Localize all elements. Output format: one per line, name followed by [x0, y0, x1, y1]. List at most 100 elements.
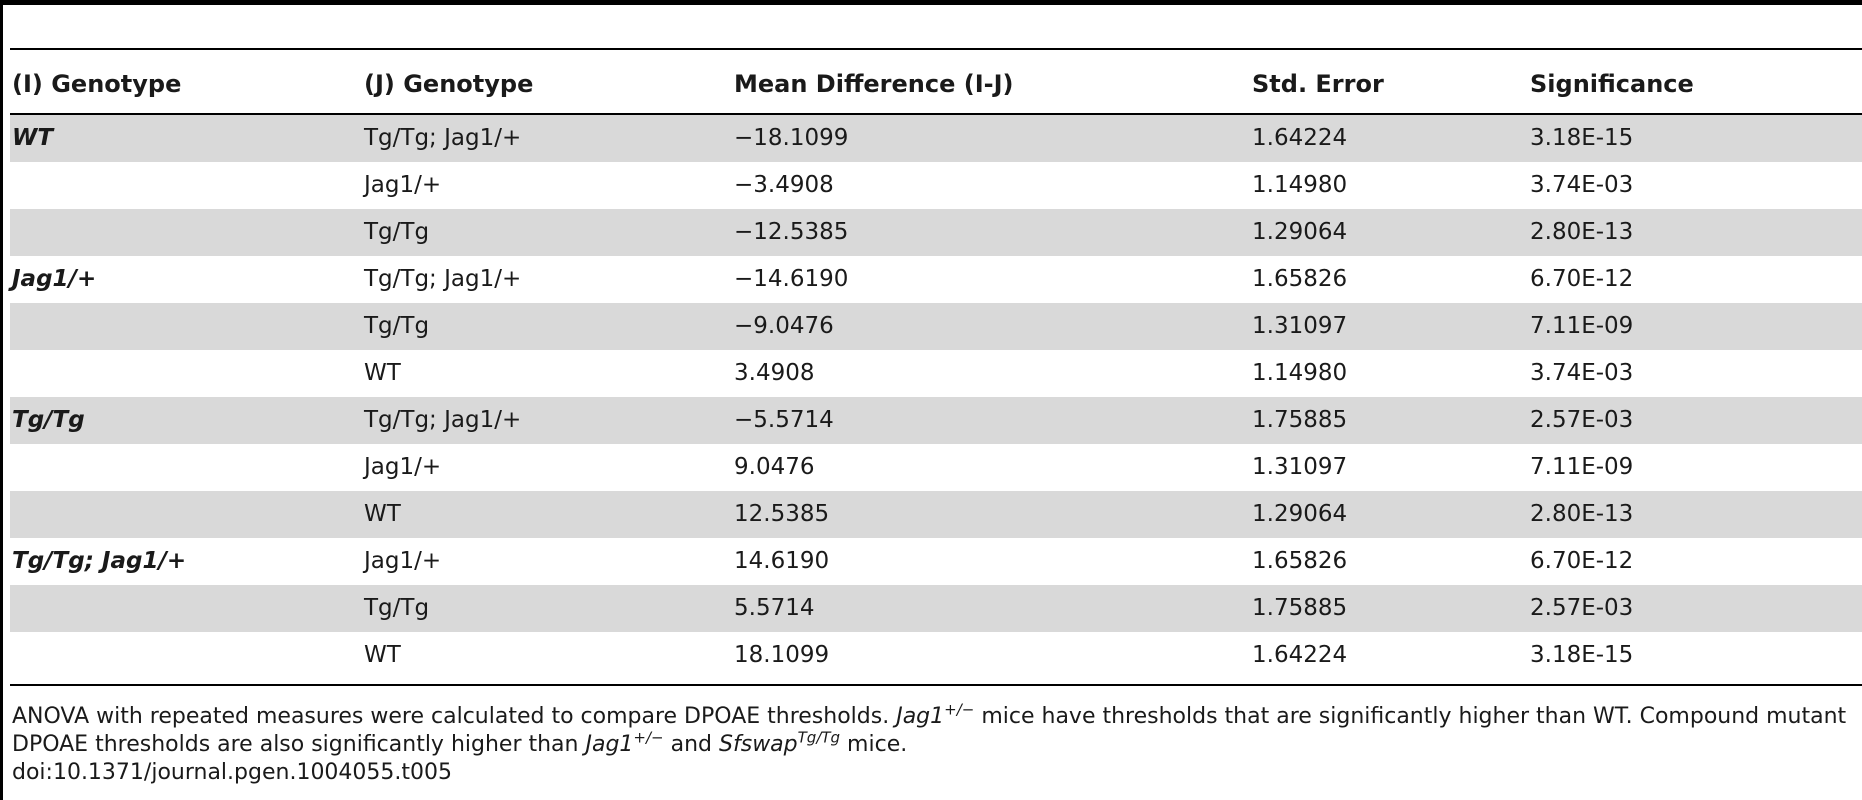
table-row: Jag1/+ Tg/Tg; Jag1/+ −14.6190 1.65826 6.70E-… [10, 256, 1862, 303]
footnote-text: mice. [840, 732, 908, 757]
cell-significance: 7.11E-09 [1530, 303, 1862, 350]
cell-i-genotype: Tg/Tg; Jag1/+ [12, 548, 187, 574]
cell-mean-difference: 9.0476 [734, 454, 815, 480]
cell-std-error: 1.64224 [1252, 642, 1348, 668]
table-row: Tg/Tg −9.0476 1.31097 7.11E-09 [10, 303, 1862, 350]
genotype-superscript: Tg/Tg [797, 728, 841, 747]
cell-j-genotype: Tg/Tg; Jag1/+ [364, 397, 734, 444]
table-header: (I) Genotype (J) Genotype Mean Differenc… [10, 50, 1862, 113]
cell-significance: 3.18E-15 [1530, 115, 1862, 162]
cell-j-genotype: Jag1/+ [364, 172, 442, 198]
header-j-genotype: (J) Genotype [364, 70, 534, 98]
table-row: Jag1/+ 9.0476 1.31097 7.11E-09 [10, 444, 1862, 491]
cell-mean-difference: −3.4908 [734, 172, 834, 198]
comparison-table: WT Tg/Tg; Jag1/+ −18.1099 1.64224 3.18E-15 Ja… [10, 115, 1862, 679]
cell-significance: 3.74E-03 [1530, 360, 1634, 386]
cell-significance: 2.57E-03 [1530, 585, 1862, 632]
footnote-line-2: DPOAE thresholds are also significantly … [12, 728, 1862, 759]
cell-significance: 2.80E-13 [1530, 491, 1862, 538]
gene-name: Jag1 [896, 704, 945, 729]
cell-std-error: 1.14980 [1252, 172, 1348, 198]
table-row: WT Tg/Tg; Jag1/+ −18.1099 1.64224 3.18E-15 [10, 115, 1862, 162]
cell-j-genotype: WT [364, 360, 401, 386]
cell-mean-difference: 12.5385 [734, 491, 1252, 538]
cell-j-genotype: Tg/Tg [364, 303, 734, 350]
header-std-error: Std. Error [1252, 70, 1384, 98]
table-row: WT 18.1099 1.64224 3.18E-15 [10, 632, 1862, 679]
footnote-text: and [663, 732, 720, 757]
footnote-text: ANOVA with repeated measures were calcul… [12, 704, 897, 729]
table-body: WT Tg/Tg; Jag1/+ −18.1099 1.64224 3.18E-15 Ja… [10, 115, 1862, 679]
cell-mean-difference: −9.0476 [734, 303, 1252, 350]
cell-std-error: 1.75885 [1252, 585, 1530, 632]
table-row: Tg/Tg; Jag1/+ Jag1/+ 14.6190 1.65826 6.70E-1… [10, 538, 1862, 585]
table-row: Tg/Tg Tg/Tg; Jag1/+ −5.5714 1.75885 2.57E-03 [10, 397, 1862, 444]
cell-mean-difference: −12.5385 [734, 209, 1252, 256]
page-left-edge [0, 0, 3, 800]
cell-std-error: 1.31097 [1252, 454, 1348, 480]
table-row: Tg/Tg 5.5714 1.75885 2.57E-03 [10, 585, 1862, 632]
cell-significance: 6.70E-12 [1530, 266, 1634, 292]
cell-i-genotype [10, 491, 364, 538]
gene-name: Sfswap [719, 732, 798, 757]
cell-j-genotype: Jag1/+ [364, 548, 442, 574]
doi: doi:10.1371/journal.pgen.1004055.t005 [12, 760, 453, 785]
cell-i-genotype [10, 585, 364, 632]
cell-std-error: 1.75885 [1252, 397, 1530, 444]
table-footnote: ANOVA with repeated measures were calcul… [12, 700, 1862, 787]
cell-j-genotype: WT [364, 491, 734, 538]
cell-i-genotype [10, 209, 364, 256]
cell-std-error: 1.14980 [1252, 360, 1348, 386]
cell-std-error: 1.31097 [1252, 303, 1530, 350]
cell-i-genotype [10, 444, 364, 491]
cell-j-genotype: Jag1/+ [364, 454, 442, 480]
cell-significance: 3.74E-03 [1530, 172, 1634, 198]
cell-significance: 7.11E-09 [1530, 454, 1634, 480]
table-top-rule [0, 0, 1862, 5]
cell-mean-difference: 3.4908 [734, 360, 815, 386]
cell-j-genotype: Tg/Tg [364, 585, 734, 632]
cell-std-error: 1.29064 [1252, 209, 1530, 256]
cell-std-error: 1.64224 [1252, 115, 1530, 162]
cell-mean-difference: 18.1099 [734, 642, 830, 668]
header-bottom-rule [10, 113, 1862, 115]
genotype-superscript: +/− [633, 728, 664, 747]
genotype-superscript: +/− [944, 700, 975, 719]
table-row: Jag1/+ −3.4908 1.14980 3.74E-03 [10, 162, 1862, 209]
cell-i-genotype: Jag1/+ [12, 266, 97, 292]
table-row: WT 12.5385 1.29064 2.80E-13 [10, 491, 1862, 538]
cell-j-genotype: Tg/Tg [364, 209, 734, 256]
header-mean-difference: Mean Difference (I-J) [734, 70, 1014, 98]
cell-std-error: 1.29064 [1252, 491, 1530, 538]
cell-j-genotype: Tg/Tg; Jag1/+ [364, 115, 734, 162]
cell-i-genotype [10, 350, 364, 397]
cell-mean-difference: −18.1099 [734, 115, 1252, 162]
cell-significance: 2.57E-03 [1530, 397, 1862, 444]
header-i-genotype: (I) Genotype [12, 70, 182, 98]
cell-mean-difference: 5.5714 [734, 585, 1252, 632]
cell-std-error: 1.65826 [1252, 266, 1348, 292]
cell-mean-difference: 14.6190 [734, 548, 830, 574]
footnote-text: DPOAE thresholds are also significantly … [12, 732, 586, 757]
cell-significance: 3.18E-15 [1530, 642, 1634, 668]
gene-name: Jag1 [585, 732, 634, 757]
cell-j-genotype: WT [364, 642, 401, 668]
cell-i-genotype: WT [10, 115, 364, 162]
cell-i-genotype [10, 162, 364, 209]
table-bottom-rule [10, 684, 1862, 686]
cell-std-error: 1.65826 [1252, 548, 1348, 574]
header-significance: Significance [1530, 70, 1694, 98]
cell-significance: 2.80E-13 [1530, 209, 1862, 256]
table-row: Tg/Tg −12.5385 1.29064 2.80E-13 [10, 209, 1862, 256]
cell-i-genotype [10, 632, 364, 679]
cell-mean-difference: −14.6190 [734, 266, 849, 292]
cell-mean-difference: −5.5714 [734, 397, 1252, 444]
cell-i-genotype [10, 303, 364, 350]
cell-j-genotype: Tg/Tg; Jag1/+ [364, 266, 522, 292]
cell-i-genotype: Tg/Tg [10, 397, 364, 444]
header-top-rule [10, 48, 1862, 50]
footnote-line-1: ANOVA with repeated measures were calcul… [12, 700, 1862, 731]
footnote-text: mice have thresholds that are significan… [974, 704, 1847, 729]
table-row: WT 3.4908 1.14980 3.74E-03 [10, 350, 1862, 397]
cell-significance: 6.70E-12 [1530, 548, 1634, 574]
